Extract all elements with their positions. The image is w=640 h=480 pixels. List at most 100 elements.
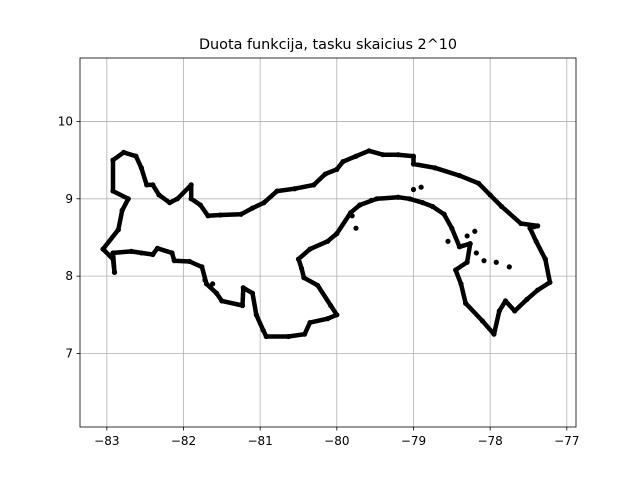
data-point — [150, 251, 156, 258]
data-point — [467, 241, 473, 247]
data-point — [535, 223, 541, 229]
data-point — [187, 258, 193, 265]
data-point — [479, 318, 486, 324]
data-point — [213, 290, 220, 296]
y-axis: 7 8 9 10 — [58, 114, 80, 361]
data-point — [487, 192, 493, 198]
data-point — [322, 171, 328, 177]
data-point — [353, 225, 359, 231]
data-point — [110, 188, 116, 194]
data-point — [188, 182, 194, 188]
data-point — [171, 258, 177, 264]
data-point — [239, 302, 246, 309]
data-point — [261, 200, 267, 206]
data-point — [506, 264, 512, 270]
data-point — [458, 281, 464, 287]
data-point — [410, 153, 417, 159]
x-tick-label: −80 — [324, 434, 349, 448]
data-point — [292, 186, 298, 192]
data-point — [217, 212, 223, 218]
data-point — [111, 269, 118, 275]
data-point — [349, 213, 355, 219]
data-point — [307, 319, 313, 326]
data-point — [374, 196, 380, 202]
data-point — [473, 250, 479, 256]
data-point — [238, 211, 244, 217]
data-point — [199, 264, 205, 270]
data-point — [301, 275, 307, 281]
data-point — [533, 238, 539, 244]
data-point — [334, 312, 340, 318]
data-point — [463, 300, 469, 306]
data-point — [547, 279, 553, 285]
data-point — [307, 246, 313, 252]
data-point — [325, 238, 331, 244]
data-point — [340, 159, 346, 165]
data-point — [395, 152, 401, 158]
data-point — [315, 282, 321, 289]
data-point — [121, 149, 127, 155]
x-tick-label: −83 — [94, 434, 119, 448]
data-point — [542, 256, 548, 262]
data-point — [380, 152, 386, 158]
x-axis: −83 −82 −81 −80 −79 −78 −77 — [94, 427, 579, 448]
data-point — [274, 188, 280, 194]
data-point — [110, 256, 116, 262]
data-point — [441, 211, 447, 217]
data-point — [535, 287, 541, 293]
data-point — [499, 203, 505, 210]
data-point — [502, 298, 509, 304]
data-point — [154, 245, 161, 251]
data-point — [263, 333, 269, 340]
y-tick-label: 8 — [65, 269, 73, 283]
x-tick-label: −82 — [171, 434, 196, 448]
data-point — [395, 194, 401, 200]
y-tick-label: 9 — [65, 192, 73, 206]
data-point — [169, 250, 175, 256]
x-tick-label: −78 — [477, 434, 502, 448]
data-point — [512, 308, 518, 314]
data-point — [368, 197, 374, 203]
data-point — [328, 302, 334, 309]
data-point — [527, 225, 533, 231]
x-tick-label: −77 — [554, 434, 579, 448]
data-point — [325, 316, 331, 322]
data-point — [456, 244, 463, 250]
data-point — [174, 196, 180, 202]
x-tick-label: −79 — [401, 434, 426, 448]
data-point — [496, 308, 502, 314]
data-point — [128, 248, 134, 254]
data-point — [100, 246, 106, 252]
data-point — [249, 290, 256, 296]
data-point — [144, 182, 150, 188]
data-point — [138, 250, 144, 256]
data-point — [449, 225, 455, 231]
data-point — [445, 238, 451, 244]
data-point — [240, 285, 246, 291]
data-point — [188, 196, 194, 202]
data-point — [493, 259, 499, 265]
data-point — [150, 182, 156, 188]
data-point — [407, 196, 413, 202]
data-point — [219, 298, 225, 304]
data-point — [430, 203, 436, 210]
y-tick-label: 7 — [65, 347, 73, 361]
data-point — [418, 184, 424, 190]
data-point — [456, 172, 463, 179]
data-point — [125, 196, 131, 202]
data-point — [210, 281, 216, 287]
data-point — [357, 202, 363, 208]
data-point — [115, 227, 121, 233]
data-point — [476, 180, 482, 186]
data-point — [420, 200, 426, 206]
data-point — [260, 327, 266, 333]
data-point — [249, 205, 256, 211]
data-point — [167, 200, 173, 206]
data-point — [302, 331, 308, 337]
data-point — [366, 148, 372, 154]
data-point — [295, 256, 302, 262]
data-point — [334, 166, 340, 172]
data-point — [197, 202, 203, 208]
data-point — [453, 267, 459, 273]
